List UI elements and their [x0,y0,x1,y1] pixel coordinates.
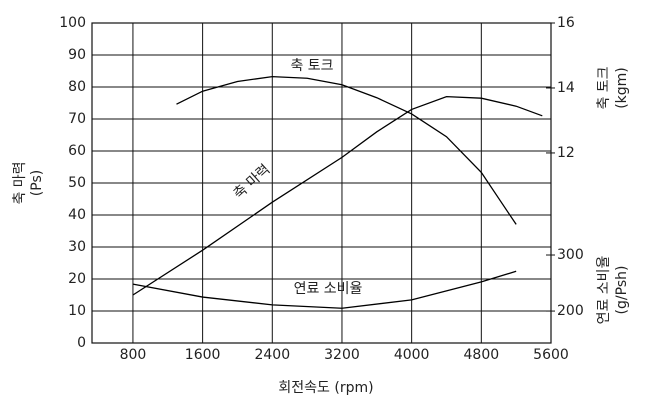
y-tick-label: 10 [68,303,86,319]
y-tick-label: 30 [68,239,86,255]
y-axis-unit: (Ps) [29,170,45,196]
y-axis-title: 축 마력 (Ps) [12,161,45,204]
x-tick-label: 4800 [464,347,500,363]
y-tick-label: 70 [68,111,86,127]
x-tick-label: 4000 [394,347,430,363]
y2-axis-unit: (kgm) [614,67,630,109]
y-tick-label: 50 [68,175,86,191]
y-tick-label: 80 [68,79,86,95]
y3-tick-label: 300 [557,247,584,263]
y3-tick-label: 200 [557,303,584,319]
series-line [132,95,543,296]
y-tick-label: 90 [68,47,86,63]
series-label: 축 토크 [290,58,333,74]
x-tick-label: 5600 [533,347,569,363]
x-axis-title: 회전속도 (rpm) [278,380,373,396]
y2-tick-label: 12 [557,145,575,161]
series-line [176,75,517,225]
x-tick-label: 3200 [324,347,360,363]
y2-axis-title: 축 토크 (kgm) [596,66,630,109]
y3-axis-unit: (g/Psh) [614,266,630,315]
y-tick-label: 100 [59,15,86,31]
y-axis-label: 축 마력 [12,161,28,204]
y3-axis-label: 연료 소비율 [596,255,612,324]
x-tick-label: 2400 [254,347,290,363]
y-tick-label: 60 [68,143,86,159]
y2-tick-label: 14 [557,80,575,96]
series-label: 축 마력 [231,162,274,203]
y-tick-label: 0 [77,335,86,351]
x-tick-label: 800 [120,347,147,363]
y3-axis-title: 연료 소비율 (g/Psh) [596,255,630,324]
x-tick-label: 1600 [185,347,221,363]
series-label: 연료 소비율 [294,281,363,297]
series-line [132,270,517,309]
y2-tick-label: 16 [557,15,575,31]
y-tick-label: 20 [68,271,86,287]
y2-axis-label: 축 토크 [596,66,612,109]
y-tick-label: 40 [68,207,86,223]
